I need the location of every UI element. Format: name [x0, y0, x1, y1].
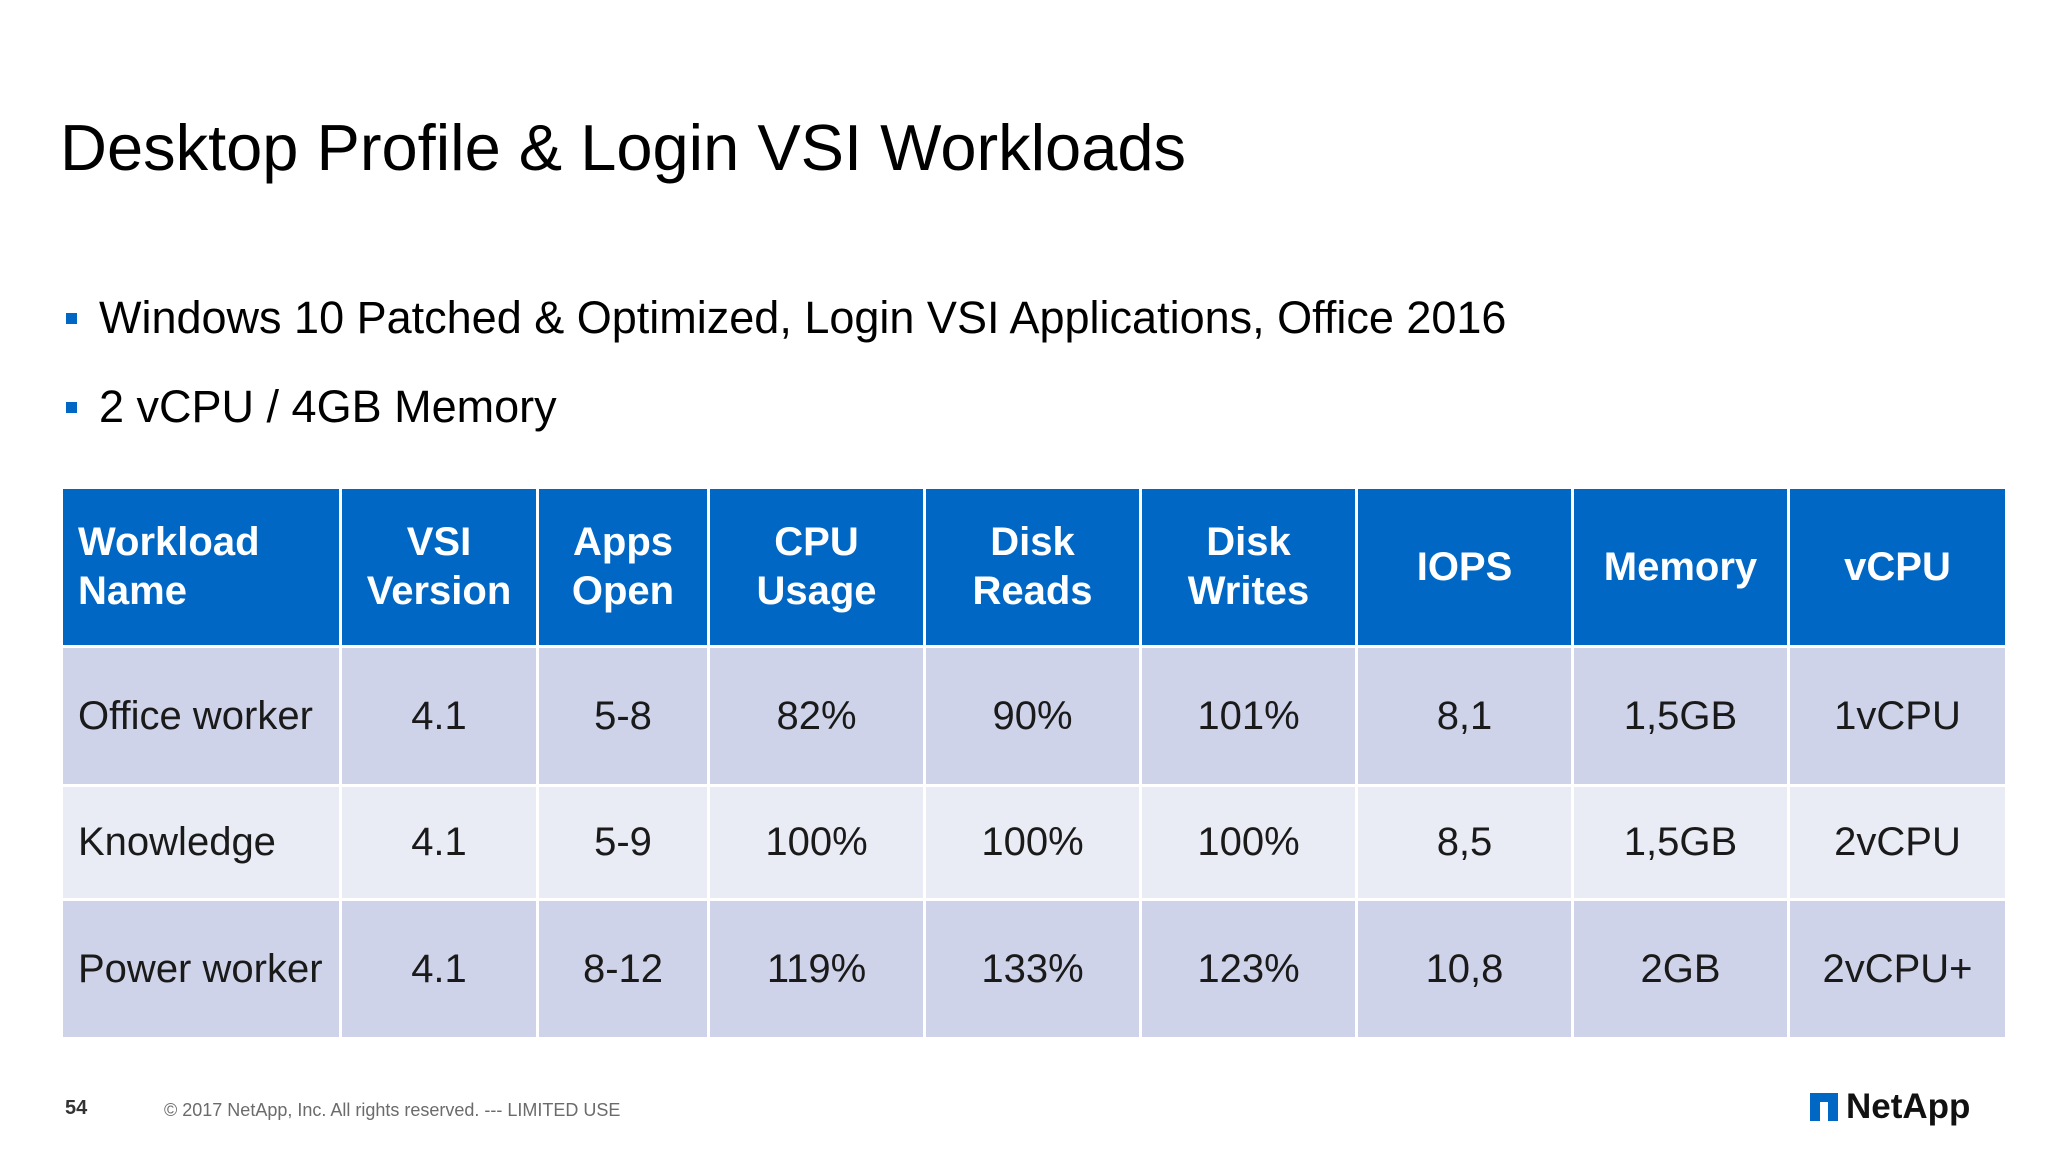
cell-iops: 10,8: [1355, 898, 1574, 1040]
workload-table: Workload Name VSI Version Apps Open CPU Usag…: [60, 486, 2008, 1040]
logo-text: NetApp: [1846, 1087, 1971, 1126]
cell-cpu-usage: 100%: [707, 784, 926, 901]
cell-workload-name: Power worker: [60, 898, 342, 1040]
header-workload-name: Workload Name: [60, 486, 342, 648]
slide-title: Desktop Profile & Login VSI Workloads: [60, 111, 1187, 184]
cell-memory: 2GB: [1571, 898, 1790, 1040]
cell-disk-reads: 90%: [923, 645, 1142, 787]
table-header-row: Workload Name VSI Version Apps Open CPU Usag…: [60, 486, 2008, 648]
header-disk-reads: Disk Reads: [923, 486, 1142, 648]
cell-vcpu: 1vCPU: [1787, 645, 2008, 787]
netapp-logo: NetApp: [1810, 1089, 1970, 1125]
cell-vcpu: 2vCPU+: [1787, 898, 2008, 1040]
cell-cpu-usage: 119%: [707, 898, 926, 1040]
bullet-text: Windows 10 Patched & Optimized, Login VS…: [99, 292, 1507, 343]
cell-workload-name: Office worker: [60, 645, 342, 787]
header-vsi-version: VSI Version: [339, 486, 539, 648]
cell-disk-reads: 100%: [923, 784, 1142, 901]
cell-iops: 8,5: [1355, 784, 1574, 901]
cell-apps-open: 5-8: [536, 645, 710, 787]
header-iops: IOPS: [1355, 486, 1574, 648]
cell-workload-name: Knowledge: [60, 784, 342, 901]
header-disk-writes: Disk Writes: [1139, 486, 1358, 648]
cell-apps-open: 5-9: [536, 784, 710, 901]
cell-vsi-version: 4.1: [339, 898, 539, 1040]
copyright-notice: © 2017 NetApp, Inc. All rights reserved.…: [164, 1100, 621, 1120]
header-memory: Memory: [1571, 486, 1790, 648]
cell-apps-open: 8-12: [536, 898, 710, 1040]
netapp-logo-icon: [1810, 1093, 1838, 1121]
cell-disk-writes: 100%: [1139, 784, 1358, 901]
table-row: Office worker 4.1 5-8 82% 90% 101% 8,1 1…: [60, 645, 2008, 787]
bullet-list: Windows 10 Patched & Optimized, Login VS…: [60, 288, 1506, 466]
cell-memory: 1,5GB: [1571, 784, 1790, 901]
square-bullet-icon: [66, 313, 77, 324]
cell-disk-writes: 101%: [1139, 645, 1358, 787]
header-cpu-usage: CPU Usage: [707, 486, 926, 648]
cell-disk-reads: 133%: [923, 898, 1142, 1040]
cell-vcpu: 2vCPU: [1787, 784, 2008, 901]
square-bullet-icon: [66, 402, 77, 413]
page-number: 54: [65, 1097, 88, 1119]
header-vcpu: vCPU: [1787, 486, 2008, 648]
cell-vsi-version: 4.1: [339, 645, 539, 787]
table-row: Power worker 4.1 8-12 119% 133% 123% 10,…: [60, 898, 2008, 1040]
cell-disk-writes: 123%: [1139, 898, 1358, 1040]
cell-cpu-usage: 82%: [707, 645, 926, 787]
bullet-text: 2 vCPU / 4GB Memory: [99, 381, 557, 432]
cell-iops: 8,1: [1355, 645, 1574, 787]
bullet-item: 2 vCPU / 4GB Memory: [60, 377, 1506, 437]
cell-memory: 1,5GB: [1571, 645, 1790, 787]
bullet-item: Windows 10 Patched & Optimized, Login VS…: [60, 288, 1506, 348]
cell-vsi-version: 4.1: [339, 784, 539, 901]
header-apps-open: Apps Open: [536, 486, 710, 648]
table-row: Knowledge 4.1 5-9 100% 100% 100% 8,5 1,5…: [60, 784, 2008, 901]
